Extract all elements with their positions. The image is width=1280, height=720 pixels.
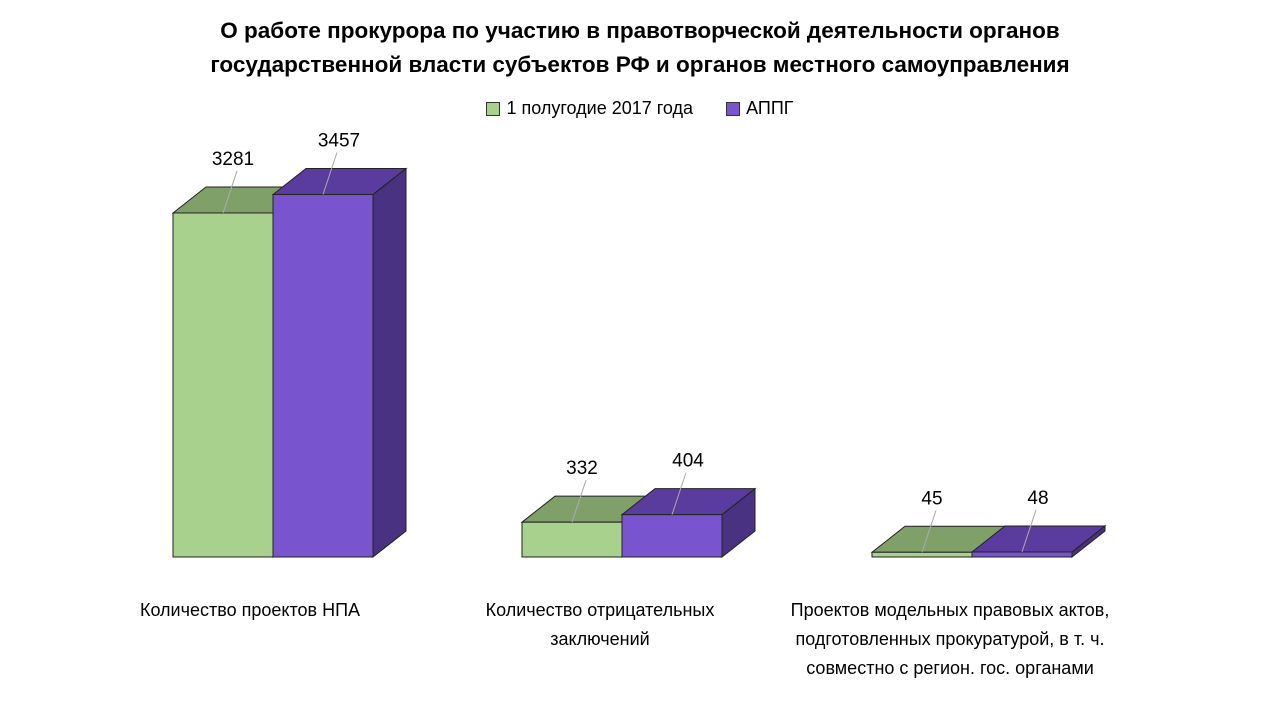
leader-line: [671, 472, 687, 515]
data-label: 45: [921, 488, 942, 509]
legend: 1 полугодие 2017 года АППГ: [0, 98, 1280, 121]
leader-line: [222, 170, 238, 214]
chart-title: О работе прокурора по участию в правотво…: [0, 14, 1280, 82]
data-label: 332: [566, 458, 598, 479]
category-label-3: Проектов модельных правовых актов, подго…: [790, 600, 1110, 678]
category-label-1: Количество проектов НПА: [139, 600, 361, 620]
bar: [172, 212, 274, 558]
leader-line: [921, 510, 937, 553]
title-line-1: О работе прокурора по участию в правотво…: [220, 18, 1060, 43]
data-label: 3457: [318, 131, 360, 152]
data-label: 404: [672, 451, 704, 472]
data-label: 48: [1027, 488, 1048, 509]
bar: [272, 194, 374, 558]
legend-label: АППГ: [746, 98, 794, 118]
bar: [871, 551, 973, 558]
legend-item-series-1: 1 полугодие 2017 года: [486, 98, 693, 119]
bar: [971, 551, 1073, 558]
data-label: 3281: [212, 149, 254, 170]
leader-line: [571, 480, 587, 523]
legend-item-series-2: АППГ: [726, 98, 794, 119]
legend-swatch: [726, 101, 741, 116]
leader-line: [1021, 509, 1037, 553]
leader-line: [322, 152, 338, 195]
legend-swatch: [486, 101, 501, 116]
bar-side: [372, 167, 407, 559]
category-label-2: Количество отрицательных заключений: [485, 600, 715, 649]
bar: [621, 514, 723, 558]
legend-label: 1 полугодие 2017 года: [506, 98, 694, 118]
bar: [521, 521, 623, 558]
title-line-2: государственной власти субъектов РФ и ор…: [210, 52, 1070, 77]
